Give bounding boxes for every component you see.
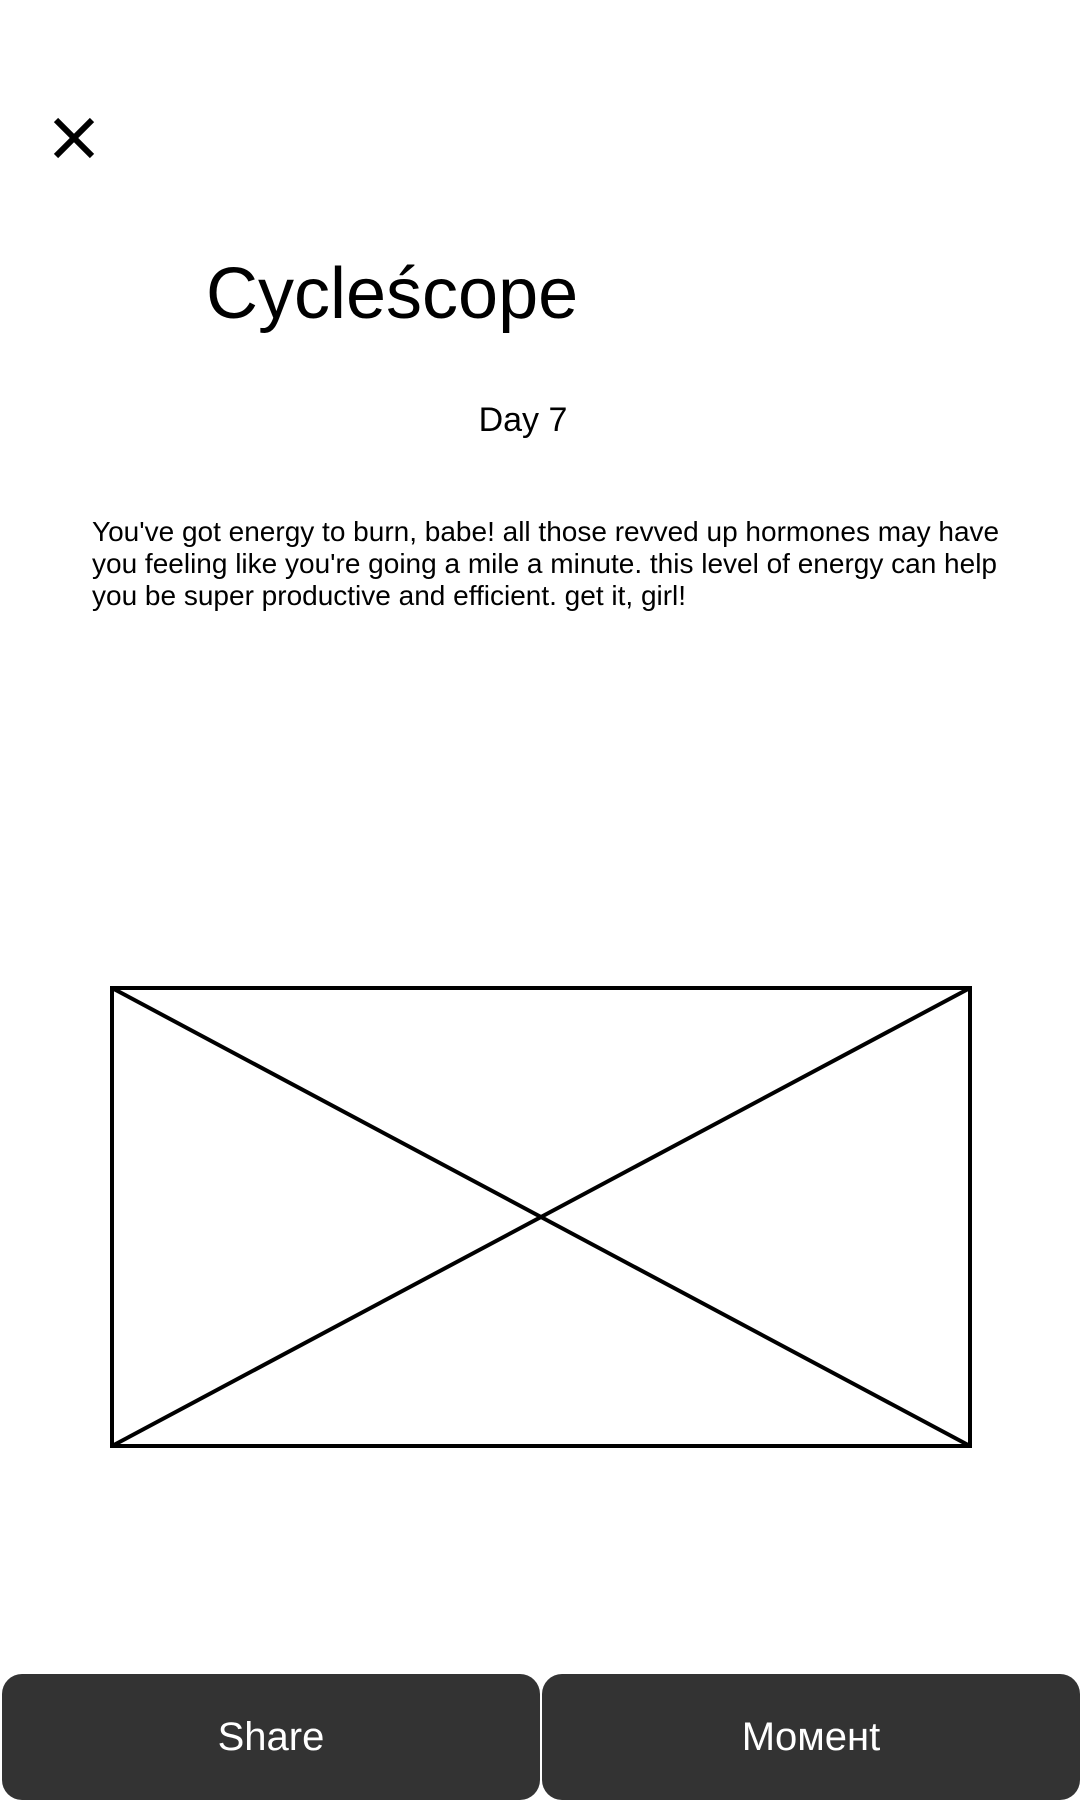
close-icon [53, 117, 95, 159]
page-title: Cycleścope [206, 254, 579, 334]
day-label: Day 7 [478, 401, 568, 439]
moment-button[interactable]: Moмeнt [542, 1674, 1080, 1800]
image-placeholder [110, 986, 972, 1448]
image-placeholder-icon [110, 986, 972, 1448]
close-button[interactable] [40, 100, 106, 166]
share-button[interactable]: Share [2, 1674, 540, 1800]
horoscope-message: You've got energy to burn, babe! all tho… [92, 516, 1000, 611]
